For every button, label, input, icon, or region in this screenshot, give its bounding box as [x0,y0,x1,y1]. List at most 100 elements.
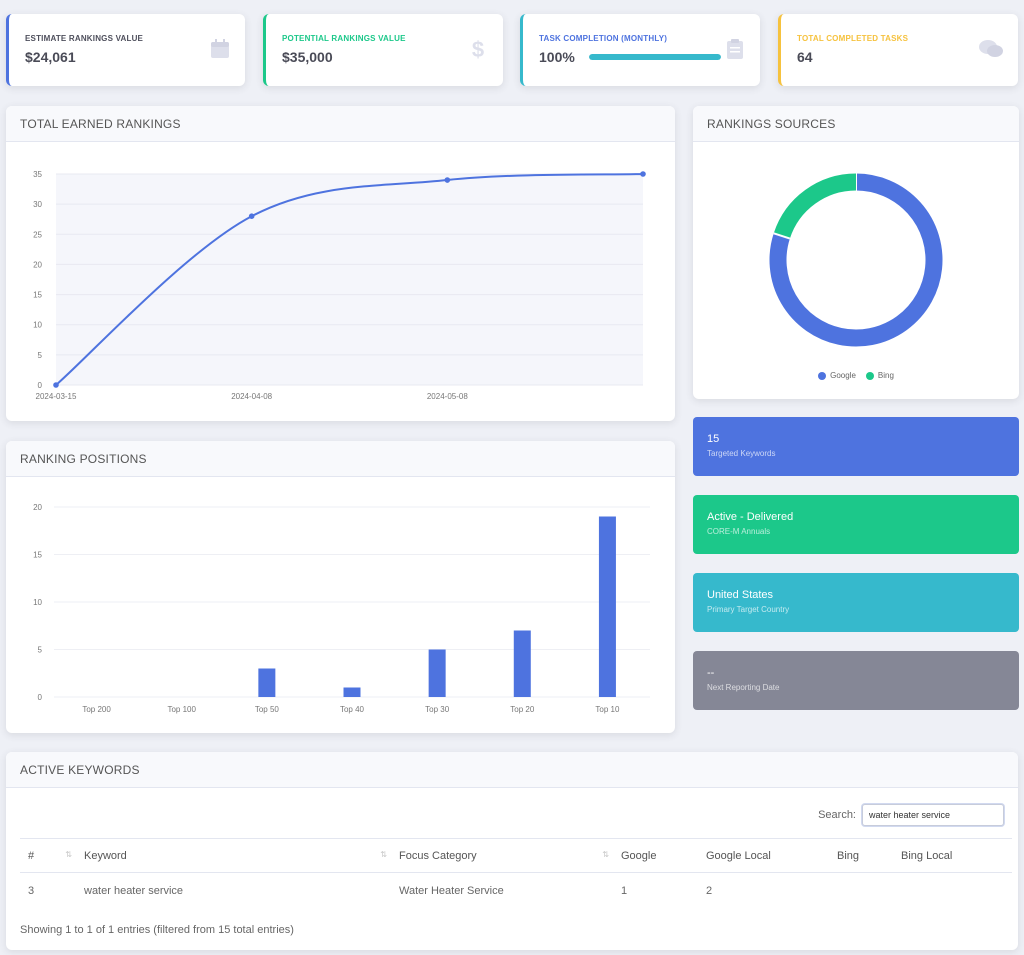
bar [598,516,616,697]
ranking-positions-card: RANKING POSITIONS 0 5 10 15 20 Top 200 Top 100… [6,441,675,733]
y-tick-label: 15 [33,291,42,300]
x-tick-label: Top 20 [510,705,535,714]
rankings-sources-chart [769,173,943,347]
tile-status: Active - Delivered CORE-M Annuals [693,495,1019,554]
column-header-google[interactable]: Google [613,838,698,873]
tile-value: Active - Delivered [707,511,794,523]
search-row: Search: [818,804,1004,826]
earned-rankings-chart: 0 5 10 15 20 25 30 35 2024-03-15 2024-04-08 2024-0… [33,170,646,401]
x-tick-label: 2024-04-08 [231,392,272,401]
tile-value: -- [707,667,715,679]
cell-google-local: 2 [706,884,713,897]
column-header-number[interactable]: # ⇅ [20,838,76,873]
bar [428,649,446,697]
clipboard-icon [727,39,743,59]
sort-icon: ⇅ [602,850,609,859]
keywords-table: # ⇅ Keyword ⇅ Focus Category ⇅ Google Googl… [20,838,1012,909]
plot-area [56,174,643,385]
tile-label: Primary Target Country [707,605,790,614]
cell-number: 3 [28,884,35,897]
table-row: 3 water heater service Water Heater Serv… [20,873,1012,909]
data-point [248,213,255,219]
stat-label: TOTAL COMPLETED TASKS [797,34,909,43]
table-header-row: # ⇅ Keyword ⇅ Focus Category ⇅ Google Googl… [20,838,1012,873]
comments-icon [979,40,1003,57]
series-line [55,173,644,386]
x-tick-label: Top 40 [340,705,365,714]
y-tick-label: 5 [38,646,43,655]
stat-value: $35,000 [282,49,333,65]
tile-value: 15 [707,433,720,445]
search-label: Search: [818,809,856,821]
dollar-icon: $ [472,38,484,60]
ranking-positions-chart: 0 5 10 15 20 Top 200 Top 100 Top 50 Top 40 Top 30… [33,503,650,714]
stat-card-estimate: ESTIMATE RANKINGS VALUE $24,061 [6,14,245,86]
stat-card-task-completion: TASK COMPLETION (MONTHLY) 100% [520,14,760,86]
bar [343,687,361,697]
slice-bing [773,173,857,239]
y-tick-label: 20 [33,260,42,269]
stat-card-total-tasks: TOTAL COMPLETED TASKS 64 [778,14,1018,86]
legend-label: Bing [877,371,894,380]
tile-target-country: United States Primary Target Country [693,573,1019,632]
bar [258,668,276,697]
stat-label: TASK COMPLETION (MONTHLY) [539,34,668,43]
legend-dot [818,371,827,380]
stat-value: $24,061 [25,49,76,65]
y-tick-label: 35 [33,170,42,179]
y-tick-label: 20 [33,503,42,512]
cell-bing [829,873,893,909]
y-tick-label: 5 [38,351,43,360]
search-input[interactable] [862,804,1004,826]
tile-targeted-keywords: 15 Targeted Keywords [693,417,1019,476]
card-title: RANKINGS SOURCES [693,106,1019,142]
legend-label: Google [830,371,856,380]
stat-value: 100% [539,49,575,65]
tile-value: United States [707,589,774,601]
column-header-keyword[interactable]: Keyword ⇅ [76,838,391,873]
rankings-sources-card: RANKINGS SOURCES Google Bing [693,106,1019,399]
tile-label: CORE-M Annuals [707,527,771,536]
sort-icon: ⇅ [65,850,72,859]
stat-value: 64 [797,49,813,65]
column-header-focus-category[interactable]: Focus Category ⇅ [391,838,613,873]
data-point [444,177,451,183]
y-tick-label: 0 [38,381,43,390]
y-tick-label: 10 [33,321,42,330]
data-point [640,171,646,177]
y-tick-label: 10 [33,598,42,607]
cell-google: 1 [621,884,628,897]
legend-item-google[interactable]: Google [818,371,856,380]
y-tick-label: 15 [33,551,42,560]
stat-card-potential: POTENTIAL RANKINGS VALUE $35,000 $ [263,14,503,86]
svg-text:$: $ [472,38,484,60]
tile-next-report: -- Next Reporting Date [693,651,1019,710]
cell-focus-category: Water Heater Service [399,884,504,897]
stat-label: POTENTIAL RANKINGS VALUE [282,34,406,43]
progress-track [589,54,721,60]
slice-separator [773,232,791,240]
legend-item-bing[interactable]: Bing [865,371,894,380]
x-tick-label: Top 10 [595,705,620,714]
progress-bar [589,54,721,60]
cell-keyword: water heater service [84,884,184,897]
column-header-bing-local[interactable]: Bing Local [893,838,1012,873]
column-header-google-local[interactable]: Google Local [698,838,829,873]
earned-rankings-card: TOTAL EARNED RANKINGS 0 5 10 15 20 25 30 35 2024… [6,106,675,421]
column-header-bing[interactable]: Bing [829,838,893,873]
tile-label: Next Reporting Date [707,683,780,692]
x-tick-label: Top 50 [255,705,280,714]
sort-icon: ⇅ [380,850,387,859]
card-title: TOTAL EARNED RANKINGS [6,106,675,142]
y-tick-label: 30 [33,200,42,209]
x-tick-label: Top 100 [167,705,196,714]
chart-legend: Google Bing [693,371,1019,380]
table-info: Showing 1 to 1 of 1 entries (filtered fr… [20,924,294,936]
stat-label: ESTIMATE RANKINGS VALUE [25,34,144,43]
x-tick-label: 2024-05-08 [427,392,468,401]
x-tick-label: Top 200 [82,705,111,714]
legend-dot [865,371,874,380]
active-keywords-card: ACTIVE KEYWORDS Search: #⇅ Keyword⇅ Focu… [6,752,1018,950]
cell-bing-local [893,873,1012,909]
x-tick-label: 2024-03-15 [36,392,77,401]
